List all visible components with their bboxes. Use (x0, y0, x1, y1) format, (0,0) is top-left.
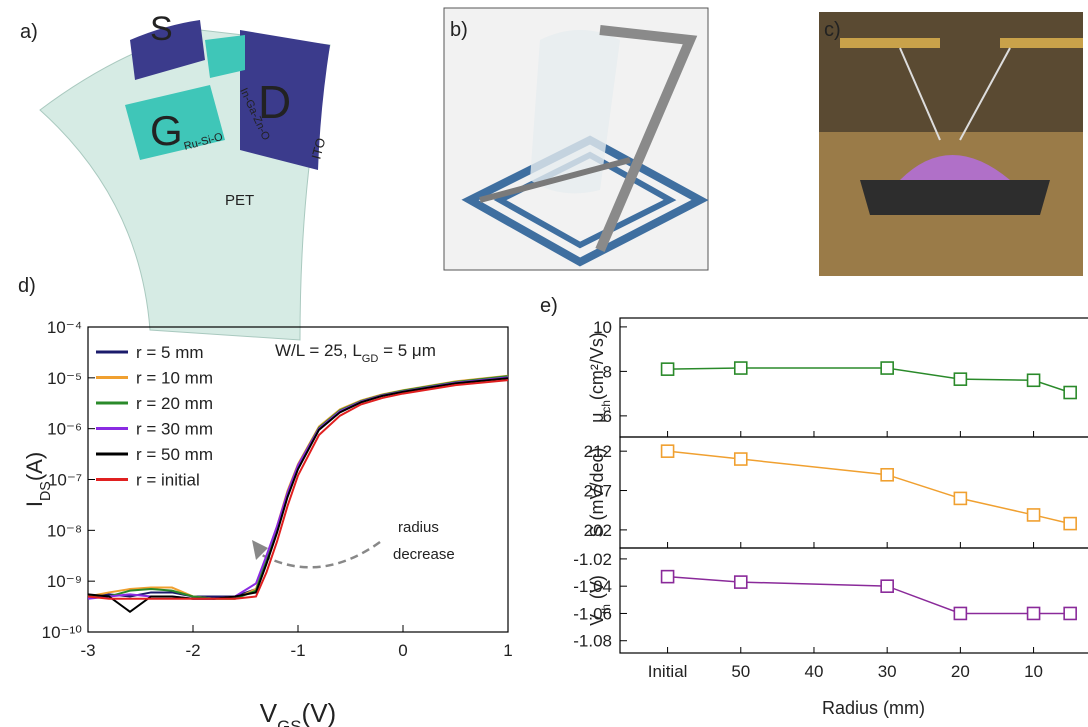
axis-label: S (mV/dec) (587, 447, 607, 537)
data-point (881, 362, 893, 374)
label-part: μ (587, 412, 607, 422)
x-tick-label: 1 (503, 641, 512, 660)
data-point (662, 571, 674, 583)
device-illustration (40, 20, 330, 340)
y-tick-label: 10⁻⁸ (47, 521, 82, 540)
data-point (735, 362, 747, 374)
data-point (662, 445, 674, 457)
panel-label: b) (450, 19, 468, 41)
data-point (1028, 509, 1040, 521)
x-tick-label: -3 (80, 641, 95, 660)
x-tick-label: 0 (398, 641, 407, 660)
panel-label: a) (20, 21, 38, 43)
label-part: (V) (587, 575, 607, 604)
data-point (1064, 607, 1076, 619)
x-tick-label: 40 (805, 662, 824, 681)
panel-label: e) (540, 295, 558, 317)
label-part: DS (38, 481, 54, 501)
axis-label: Radius (mm) (822, 698, 925, 718)
y-tick-label: 10⁻⁹ (47, 572, 82, 591)
x-tick-label: 10 (1024, 662, 1043, 681)
data-point (954, 607, 966, 619)
y-tick-label: -1.02 (573, 550, 612, 569)
y-tick-label: 10⁻⁴ (47, 318, 82, 337)
plot-frame (620, 318, 1088, 437)
device-label: S (150, 10, 173, 48)
label-part: S (mV/dec) (587, 447, 607, 537)
device-label: G (150, 107, 183, 154)
x-tick-label: 30 (878, 662, 897, 681)
data-point (1028, 607, 1040, 619)
label-part: ch (600, 400, 613, 412)
label-part: th (600, 604, 613, 614)
data-point (1064, 387, 1076, 399)
legend-label: r = 50 mm (136, 445, 213, 464)
data-point (954, 373, 966, 385)
data-point (881, 469, 893, 481)
label-part: V (260, 698, 278, 727)
data-line (88, 378, 508, 611)
data-line (668, 577, 1071, 614)
y-tick-label: -1.08 (573, 632, 612, 651)
x-tick-label: Initial (648, 662, 688, 681)
label-part: (cm²/Vs) (587, 332, 607, 400)
label-part: W/L = 25, L (275, 341, 362, 360)
y-tick-label: 10⁻⁶ (47, 420, 82, 439)
annotation: radius (398, 519, 439, 536)
legend-label: r = initial (136, 471, 200, 490)
legend-label: r = 30 mm (136, 420, 213, 439)
figure: a) S D G Ru-Si-O In-Ga-Zn-O ITO PET b) c… (0, 0, 1088, 727)
label-part: (V) (302, 698, 337, 727)
x-tick-label: 50 (731, 662, 750, 681)
x-tick-label: -1 (290, 641, 305, 660)
photo-probe-station (819, 12, 1083, 276)
data-point (735, 576, 747, 588)
data-point (1064, 518, 1076, 530)
y-tick-label: 10⁻⁵ (47, 369, 82, 388)
y-tick-label: 10⁻¹⁰ (42, 623, 83, 642)
annotation: decrease (393, 546, 455, 563)
label-part: GS (277, 717, 301, 727)
label-part: (A) (22, 452, 47, 481)
label-part: Radius (mm) (822, 698, 925, 718)
axis-label: W/L = 25, LGD = 5 μm (275, 341, 436, 365)
arrow (262, 542, 380, 567)
label-part: GD (362, 353, 379, 365)
label-part: = 5 μm (378, 341, 436, 360)
panel-label: c) (824, 19, 841, 41)
x-tick-label: 20 (951, 662, 970, 681)
data-point (1028, 374, 1040, 386)
data-line (668, 368, 1071, 392)
axis-label: VGS(V) (260, 698, 336, 727)
data-point (662, 363, 674, 375)
legend-label: r = 5 mm (136, 343, 204, 362)
device-label: PET (225, 192, 254, 209)
data-point (881, 580, 893, 592)
label-part: V (587, 614, 607, 626)
x-tick-label: -2 (185, 641, 200, 660)
plot-frame (620, 548, 1088, 653)
data-point (954, 492, 966, 504)
panel-label: d) (18, 275, 36, 297)
photo-flexible-device (444, 8, 708, 270)
legend-label: r = 20 mm (136, 394, 213, 413)
data-line (668, 451, 1071, 523)
data-point (735, 453, 747, 465)
legend-label: r = 10 mm (136, 369, 213, 388)
